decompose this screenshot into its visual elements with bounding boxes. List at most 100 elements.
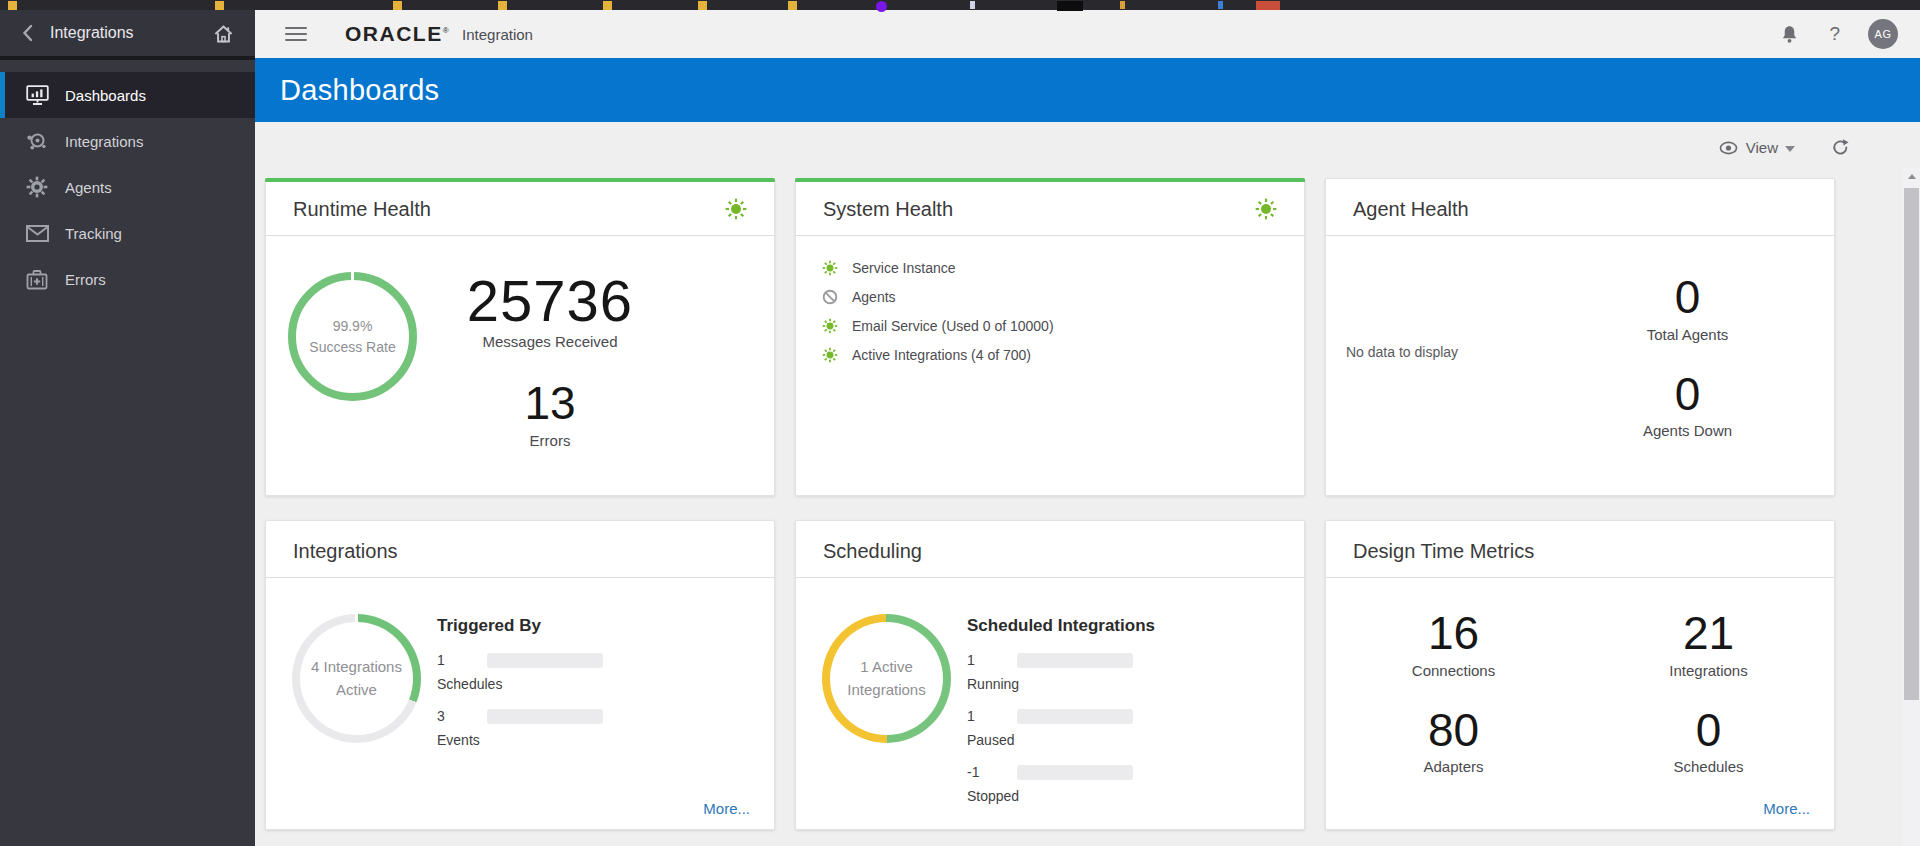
metric: 0 Schedules [1581,705,1836,776]
bar-track [487,709,603,724]
bookmark-folder-icon[interactable] [698,1,707,10]
app-bar: ORACLE® Integration ? AG [255,10,1920,58]
card-title: Design Time Metrics [1353,540,1534,563]
dashboard-content: View Runtime Health 99.9% Su [255,122,1920,846]
first-aid-kit-icon [25,269,49,290]
sidebar-nav: Dashboards Integrations Agents Tracking … [0,60,255,302]
section-title: Scheduled Integrations [967,616,1155,636]
eye-icon [1719,141,1738,155]
oracle-logo: ORACLE® [345,22,450,46]
bar-label: Schedules [437,676,603,692]
metric-value: 0 [1541,272,1834,323]
metric-label: Agents Down [1541,422,1834,439]
dashboard-cards-grid: Runtime Health 99.9% Success Rate 25736 … [265,178,1835,830]
ring-line2: Active [300,679,413,702]
metric-label: Messages Received [425,333,675,350]
help-button[interactable]: ? [1829,23,1840,45]
sidebar-item-agents[interactable]: Agents [0,164,255,210]
healthy-sun-icon [724,197,748,221]
card-integrations: Integrations 4 Integrations Active Trigg… [265,520,775,830]
metric-label: Adapters [1326,758,1581,775]
card-scheduling: Scheduling 1 Active Integrations Schedul… [795,520,1305,830]
dashboards-icon [25,85,49,106]
bar-label: Events [437,732,603,748]
bar-value: 1 [967,652,1017,668]
user-avatar[interactable]: AG [1868,19,1898,49]
card-title: Agent Health [1353,198,1469,221]
card-system-health: System Health Service Instance Agents [795,178,1305,496]
metric-label: Integrations [1581,662,1836,679]
bookmark-folder-icon[interactable] [788,1,797,10]
bookmark-folder-icon[interactable] [603,1,612,10]
healthy-sun-icon [1254,197,1278,221]
healthy-sun-icon [822,260,839,276]
card-design-time-metrics: Design Time Metrics 16 Connections 21 In… [1325,520,1835,830]
home-icon[interactable] [212,23,235,44]
bar-value: 1 [967,708,1017,724]
bar-track [487,653,603,668]
card-title: Runtime Health [293,198,431,221]
bookmark-site-icon[interactable] [970,1,975,9]
sidebar-header: Integrations [0,10,255,60]
ring-line2: Integrations [830,679,943,702]
ring-line1: 4 Integrations [300,656,413,679]
bookmark-folder-icon[interactable] [498,1,507,10]
bar-label: Paused [967,732,1155,748]
notifications-bell-icon[interactable] [1780,24,1799,45]
bookmark-site-icon[interactable] [876,1,887,12]
ring-line1: 1 Active [830,656,943,679]
hamburger-menu-icon[interactable] [285,23,307,45]
appbar-actions: ? AG [1780,19,1898,49]
sidebar-item-tracking[interactable]: Tracking [0,210,255,256]
sidebar-item-label: Agents [65,179,112,196]
bar-value: -1 [967,764,1017,780]
bookmark-folder-icon[interactable] [215,1,224,10]
scroll-up-button[interactable] [1903,168,1920,185]
product-name: Integration [462,26,533,43]
bookmark-site-icon[interactable] [1057,1,1083,11]
empty-state-text: No data to display [1326,236,1541,439]
card-runtime-health: Runtime Health 99.9% Success Rate 25736 … [265,178,775,496]
healthy-sun-icon [822,347,839,363]
system-health-row: Active Integrations (4 of 700) [822,340,1278,369]
sidebar-item-dashboards[interactable]: Dashboards [0,72,255,118]
card-title: System Health [823,198,953,221]
sidebar-item-label: Errors [65,271,106,288]
system-health-row: Email Service (Used 0 of 10000) [822,311,1278,340]
metric-label: Connections [1326,662,1581,679]
browser-bookmarks-strip [0,0,1920,10]
page-title: Dashboards [280,74,439,107]
metric: 21 Integrations [1581,608,1836,679]
bookmark-folder-icon[interactable] [393,1,402,10]
bookmark-folder-icon[interactable] [8,1,17,10]
main-area: ORACLE® Integration ? AG Dashboards View [255,10,1920,846]
ring-label: Success Rate [296,337,409,357]
sidebar-item-integrations[interactable]: Integrations [0,118,255,164]
sidebar-item-label: Integrations [65,133,143,150]
disabled-icon [822,289,839,305]
metric-label: Total Agents [1541,326,1834,343]
success-rate-ring: 99.9% Success Rate [288,272,417,401]
more-link[interactable]: More... [703,800,750,817]
vertical-scrollbar[interactable] [1903,168,1920,846]
bookmark-site-icon[interactable] [1120,1,1125,9]
bar-track [1017,709,1133,724]
dashboard-toolbar: View [1719,138,1850,157]
more-link[interactable]: More... [1763,800,1810,817]
envelope-icon [25,225,49,242]
bookmark-site-icon[interactable] [1256,1,1280,10]
view-dropdown[interactable]: View [1719,139,1795,156]
bar-row: 1 Paused [967,708,1155,748]
scrollbar-thumb[interactable] [1904,188,1919,700]
bookmark-site-icon[interactable] [1218,1,1223,9]
metric: 80 Adapters [1326,705,1581,776]
bar-label: Stopped [967,788,1155,804]
refresh-button[interactable] [1831,138,1850,157]
system-health-row: Agents [822,282,1278,311]
sidebar-item-label: Dashboards [65,87,146,104]
metric-value: 0 [1581,705,1836,756]
sidebar-item-errors[interactable]: Errors [0,256,255,302]
back-chevron-icon[interactable] [22,24,33,42]
bar-row: -1 Stopped [967,764,1155,804]
gear-icon [25,176,49,198]
